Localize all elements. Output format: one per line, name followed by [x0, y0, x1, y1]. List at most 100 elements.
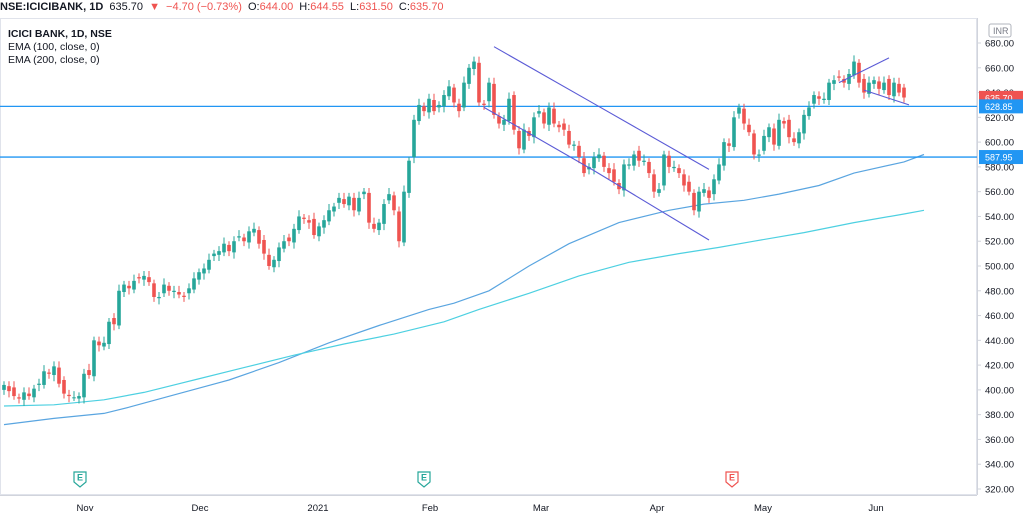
candle — [302, 213, 306, 224]
price-label-badge[interactable] — [979, 99, 1023, 114]
candle — [237, 230, 241, 242]
candle-body — [632, 154, 636, 166]
candle — [62, 376, 66, 399]
candle-body — [197, 272, 201, 280]
candle-body — [87, 370, 91, 376]
wedge-line[interactable] — [838, 57, 890, 84]
candle — [97, 336, 101, 352]
candle-body — [672, 166, 676, 169]
legend-ema100[interactable]: EMA (100, close, 0) — [8, 41, 100, 53]
candle-body — [867, 82, 871, 94]
open-label: O: — [247, 1, 260, 13]
horizontal-lines[interactable] — [0, 105, 977, 158]
candle — [437, 101, 441, 113]
candle-body — [297, 216, 301, 231]
chart-legend: ICICI BANK, 1D, NSE EMA (100, close, 0) … — [8, 28, 112, 67]
y-tick-label: 580.00 — [985, 162, 1014, 173]
candle — [122, 280, 126, 297]
candle-body — [642, 160, 646, 162]
grid — [0, 18, 977, 495]
candle-body — [272, 259, 276, 268]
candle — [117, 284, 121, 330]
candle-body — [107, 321, 111, 345]
wedge-line[interactable] — [863, 89, 910, 106]
candle — [537, 104, 541, 118]
channel-line[interactable] — [483, 106, 710, 241]
candle-body — [292, 228, 296, 243]
candle-body — [437, 104, 441, 108]
candle — [867, 76, 871, 98]
candle-body — [277, 247, 281, 262]
candle-body — [467, 67, 471, 84]
candle — [377, 218, 381, 236]
candle-body — [512, 95, 516, 130]
time-axis[interactable]: Nov Dec 2021 Feb Mar Apr May Jun — [0, 495, 977, 515]
candle-body — [667, 155, 671, 167]
candle — [672, 160, 676, 172]
candle — [552, 102, 556, 128]
ema100-line — [3, 153, 925, 426]
candle-body — [687, 181, 691, 192]
price-label-badge[interactable] — [979, 150, 1023, 165]
legend-ema200[interactable]: EMA (200, close, 0) — [8, 54, 100, 66]
candle — [352, 192, 356, 217]
price-label-last: 635.70 — [985, 93, 1013, 103]
candle — [227, 241, 231, 257]
candle — [272, 256, 276, 273]
candle — [692, 189, 696, 216]
candle — [372, 217, 376, 233]
y-tick-label: 480.00 — [985, 286, 1014, 297]
candle — [667, 150, 671, 174]
candle-body — [177, 292, 181, 295]
candle-body — [372, 223, 376, 229]
candle — [477, 56, 481, 107]
channel-line[interactable] — [493, 46, 710, 170]
candle-body — [887, 78, 891, 96]
earnings-marker-label: E — [421, 473, 427, 483]
earnings-marker[interactable]: E — [73, 471, 87, 488]
trendline-drawings[interactable] — [483, 46, 910, 241]
earnings-marker[interactable]: E — [417, 471, 431, 488]
symbol-label[interactable]: NSE:ICICIBANK, 1D — [0, 1, 104, 13]
earnings-marker-label: E — [77, 473, 83, 483]
candle-body — [122, 284, 126, 293]
candle-body — [892, 82, 896, 97]
candle — [262, 235, 266, 260]
candle — [632, 150, 636, 171]
candle — [22, 387, 26, 406]
candle-body — [322, 220, 326, 228]
earnings-marker[interactable]: E — [725, 471, 739, 488]
y-tick-label: 320.00 — [985, 485, 1014, 496]
candle — [347, 192, 351, 211]
y-tick-label: 560.00 — [985, 187, 1014, 198]
symbol-header: NSE:ICICIBANK, 1D 635.70 ▼ −4.70 (−0.73%… — [0, 0, 1024, 16]
y-tick-label: 500.00 — [985, 262, 1014, 273]
ema200-line — [3, 209, 925, 407]
candle — [2, 381, 6, 395]
currency-badge[interactable] — [988, 23, 1012, 38]
candle — [662, 150, 666, 191]
x-tick-label: Feb — [422, 503, 438, 514]
candle-body — [422, 106, 426, 112]
candle-body — [752, 133, 756, 155]
candle-body — [777, 119, 781, 146]
candle — [542, 108, 546, 129]
candle — [367, 187, 371, 229]
y-tick-label: 460.00 — [985, 311, 1014, 322]
candle-body — [442, 95, 446, 107]
y-tick-label: 380.00 — [985, 410, 1014, 421]
x-tick-label: Apr — [650, 503, 665, 514]
earnings-icon — [417, 471, 431, 488]
candle — [422, 102, 426, 117]
candle — [712, 174, 716, 201]
candle — [597, 148, 601, 162]
candle — [142, 270, 146, 286]
candle — [532, 112, 536, 144]
candle — [467, 64, 471, 89]
candle — [627, 158, 631, 170]
price-axis[interactable]: 320.00 340.00 360.00 380.00 400.00 420.00 440.… — [977, 18, 1023, 496]
candle — [107, 318, 111, 350]
earnings-marker-label: E — [729, 473, 735, 483]
